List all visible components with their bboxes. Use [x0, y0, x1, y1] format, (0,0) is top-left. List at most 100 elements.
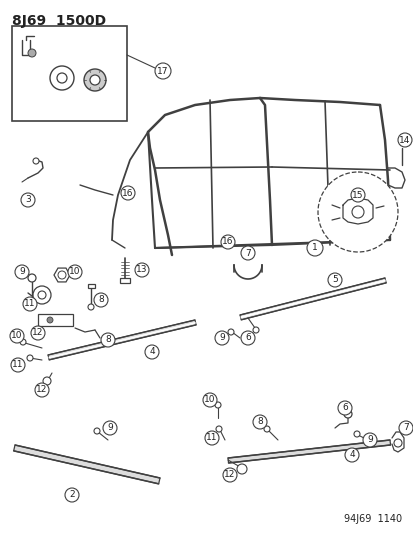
Circle shape — [202, 393, 216, 407]
Text: 10: 10 — [69, 268, 81, 277]
Circle shape — [221, 235, 235, 249]
Circle shape — [103, 421, 117, 435]
Circle shape — [214, 402, 221, 408]
Circle shape — [47, 317, 53, 323]
Circle shape — [38, 291, 46, 299]
Text: 14: 14 — [399, 135, 410, 144]
Bar — [12, 26, 127, 121]
Circle shape — [84, 69, 106, 91]
Circle shape — [145, 345, 159, 359]
Text: 13: 13 — [136, 265, 147, 274]
Text: 7: 7 — [402, 424, 408, 432]
Text: 94J69  1140: 94J69 1140 — [343, 514, 401, 524]
Circle shape — [263, 426, 269, 432]
Circle shape — [223, 468, 236, 482]
Circle shape — [33, 286, 51, 304]
Bar — [88, 284, 95, 288]
Circle shape — [353, 431, 359, 437]
Circle shape — [21, 193, 35, 207]
Circle shape — [28, 49, 36, 57]
Circle shape — [57, 73, 67, 83]
Bar — [38, 314, 73, 326]
Text: 3: 3 — [25, 196, 31, 205]
Circle shape — [11, 358, 25, 372]
Circle shape — [306, 240, 322, 256]
Circle shape — [397, 133, 411, 147]
Polygon shape — [48, 322, 195, 358]
Text: 9: 9 — [19, 268, 25, 277]
Text: 8: 8 — [98, 295, 104, 304]
Text: 11: 11 — [12, 360, 24, 369]
Polygon shape — [48, 320, 196, 360]
Circle shape — [154, 63, 171, 79]
Text: 12: 12 — [224, 471, 235, 480]
Circle shape — [43, 377, 51, 385]
Circle shape — [94, 428, 100, 434]
Circle shape — [20, 339, 26, 345]
Text: 16: 16 — [122, 189, 133, 198]
Circle shape — [65, 488, 79, 502]
Circle shape — [94, 293, 108, 307]
Text: 10: 10 — [11, 332, 23, 341]
Circle shape — [90, 75, 100, 85]
Polygon shape — [72, 458, 73, 463]
Circle shape — [398, 421, 412, 435]
Circle shape — [135, 263, 149, 277]
Circle shape — [28, 274, 36, 282]
Text: 8: 8 — [105, 335, 111, 344]
Circle shape — [121, 186, 135, 200]
Text: 11: 11 — [24, 300, 36, 309]
Text: 2: 2 — [69, 490, 75, 499]
Circle shape — [240, 246, 254, 260]
Polygon shape — [240, 279, 385, 318]
Text: 15: 15 — [351, 190, 363, 199]
Text: 4: 4 — [348, 450, 354, 459]
Bar — [120, 278, 130, 283]
Circle shape — [252, 327, 259, 333]
Text: 10: 10 — [204, 395, 215, 405]
Text: 16: 16 — [222, 238, 233, 246]
Text: 8: 8 — [256, 417, 262, 426]
Circle shape — [23, 297, 37, 311]
Circle shape — [344, 448, 358, 462]
Text: 12: 12 — [36, 385, 47, 394]
Circle shape — [317, 172, 397, 252]
Circle shape — [343, 410, 351, 418]
Text: 17: 17 — [157, 67, 169, 76]
Circle shape — [31, 326, 45, 340]
Circle shape — [68, 265, 82, 279]
Circle shape — [236, 464, 247, 474]
Circle shape — [50, 66, 74, 90]
Circle shape — [327, 273, 341, 287]
Text: 6: 6 — [341, 403, 347, 413]
Text: 8J69  1500D: 8J69 1500D — [12, 14, 106, 28]
Text: 4: 4 — [149, 348, 154, 357]
Text: 12: 12 — [32, 328, 44, 337]
Circle shape — [228, 329, 233, 335]
Polygon shape — [240, 278, 385, 320]
Text: 1: 1 — [311, 244, 317, 253]
Text: 7: 7 — [244, 248, 250, 257]
Circle shape — [252, 415, 266, 429]
Polygon shape — [14, 445, 159, 484]
Polygon shape — [228, 440, 389, 463]
Circle shape — [88, 304, 94, 310]
Text: 9: 9 — [107, 424, 113, 432]
Circle shape — [27, 355, 33, 361]
Circle shape — [15, 265, 29, 279]
Circle shape — [214, 331, 228, 345]
Text: 11: 11 — [206, 433, 217, 442]
Circle shape — [204, 431, 218, 445]
Circle shape — [33, 158, 39, 164]
Circle shape — [58, 271, 66, 279]
Text: 9: 9 — [218, 334, 224, 343]
Circle shape — [216, 426, 221, 432]
Polygon shape — [43, 451, 44, 456]
Polygon shape — [130, 471, 131, 476]
Circle shape — [393, 439, 401, 447]
Circle shape — [362, 433, 376, 447]
Circle shape — [351, 206, 363, 218]
Circle shape — [350, 188, 364, 202]
Text: 9: 9 — [366, 435, 372, 445]
Text: 5: 5 — [331, 276, 337, 285]
